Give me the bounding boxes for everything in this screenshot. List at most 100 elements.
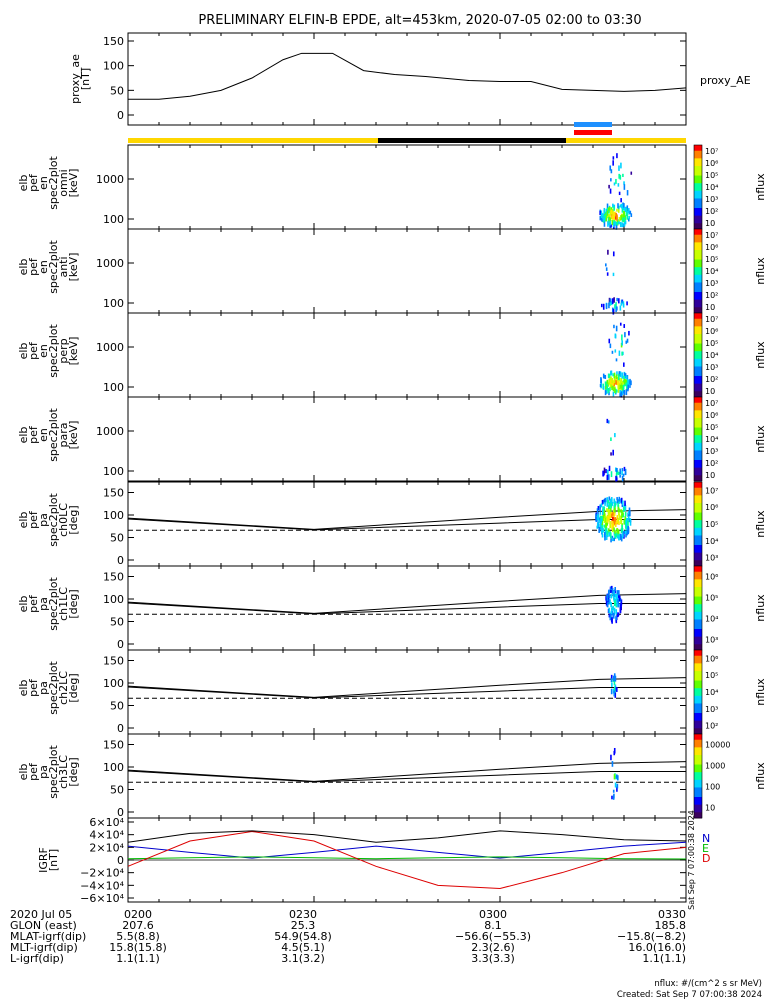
spectrogram-pixel — [624, 505, 627, 512]
colorbar-cell — [694, 208, 702, 211]
colorbar-cell — [694, 351, 702, 354]
colorbar-cell — [694, 425, 702, 429]
spectrogram-pixel — [611, 513, 613, 518]
spectrogram-pixel — [619, 221, 622, 228]
colorbar-frame — [693, 396, 703, 482]
spectrogram-pixel — [609, 298, 612, 303]
colorbar-cell — [694, 439, 702, 442]
spectrogram-pixel — [598, 519, 600, 524]
colorbar-cell — [694, 145, 702, 148]
spectrogram-pixel — [616, 518, 619, 524]
spectrogram-pixel — [605, 519, 608, 526]
spectrogram-pixel — [600, 216, 603, 220]
colorbar-cell — [694, 756, 702, 760]
colorbar-cell — [694, 280, 702, 283]
panel-ylabel-line: spec2plot — [47, 240, 60, 294]
spectrogram-pixel — [620, 198, 622, 203]
spectrogram-pixel — [625, 375, 628, 380]
colorbar-cell — [694, 709, 702, 712]
spectrogram-pixel — [617, 775, 619, 781]
pa-y-label: 50 — [110, 532, 124, 545]
spectrogram-pixel — [608, 378, 611, 385]
spectrogram-pixel — [611, 501, 614, 506]
spectrogram-pixel — [605, 523, 607, 528]
colorbar-cell — [694, 558, 702, 561]
spectrogram-pixel — [610, 607, 613, 611]
spectrogram-pixel — [619, 474, 621, 478]
colorbar-cell — [694, 650, 702, 653]
spectrogram-pixel — [617, 593, 620, 599]
colorbar-cell — [694, 522, 702, 525]
colorbar-cell — [694, 611, 702, 615]
colorbar-cell — [694, 299, 702, 303]
spectrogram-pixel — [621, 222, 624, 228]
spectrogram-pixel — [629, 210, 632, 215]
spectrogram-pixel — [614, 692, 617, 698]
spectrogram-pixel — [606, 379, 609, 384]
colorbar-cell — [694, 529, 702, 533]
spectrogram-pixel — [612, 523, 615, 529]
colorbar-cell — [694, 569, 702, 573]
colorbar-cell — [694, 535, 702, 538]
colorbar-cell — [694, 716, 702, 720]
spectrogram-pixel — [613, 591, 615, 595]
spectrogram-pixel — [609, 532, 612, 539]
spectrogram-pixel — [597, 511, 599, 516]
spectrogram-pixel — [625, 530, 627, 534]
colorbar-cell — [694, 460, 702, 463]
colorbar-cell — [694, 556, 702, 559]
colorbar-cell — [694, 288, 702, 291]
colorbar-cell — [694, 671, 702, 674]
colorbar-cell — [694, 575, 702, 578]
panel-ylabel-line: pef — [27, 173, 40, 192]
colorbar-cell — [694, 171, 702, 175]
spectrogram-pixel — [620, 518, 622, 525]
spectrogram-pixel — [605, 599, 608, 606]
spectrogram-pixel — [615, 374, 618, 379]
spectrogram-pixel — [628, 208, 630, 213]
colorbar-cell — [694, 440, 702, 444]
colorbar-cell — [694, 292, 702, 295]
colorbar-cell — [694, 435, 702, 438]
spectrogram-pixel — [607, 221, 609, 227]
spectrogram-pixel — [612, 789, 615, 793]
spectrogram-pixel — [618, 350, 621, 356]
spectrogram-pixel — [608, 465, 611, 472]
colorbar-cell — [694, 508, 702, 512]
xaxis-cell: 2.3(2.6) — [471, 941, 515, 954]
panel-ylabel-line: pef — [27, 762, 40, 781]
colorbar-cell — [694, 516, 702, 519]
xaxis-cell: 5.5(8.8) — [116, 930, 160, 943]
spectrogram-pixel — [625, 208, 628, 214]
colorbar-tick: 10⁴ — [705, 688, 718, 697]
colorbar-cell — [694, 617, 702, 620]
panel-ylabel-line: elb — [17, 259, 30, 276]
colorbar-cell — [694, 347, 702, 350]
pa-y-label: 50 — [110, 616, 124, 629]
colorbar-cell — [694, 376, 702, 379]
colorbar-cell — [694, 816, 702, 819]
proxy-ae-legend: proxy_AE — [700, 74, 751, 87]
spectrogram-pixel — [614, 349, 617, 353]
spectrogram-pixel — [616, 687, 618, 692]
xaxis-cell: 54.9(54.8) — [274, 930, 332, 943]
ae-y-label: 0 — [117, 109, 124, 122]
colorbar-cell — [694, 337, 702, 341]
spectrogram-pixel — [603, 221, 606, 227]
spectrogram-pixel — [617, 612, 619, 618]
x-axis-table: 2020 Jul 05 0200 0230 0300 0330 GLON (east) 20… — [10, 908, 686, 965]
colorbar-cell — [694, 154, 702, 157]
colorbar-label: nflux — [754, 510, 767, 538]
pa-y-label: 150 — [103, 487, 124, 500]
colorbar-cell — [694, 798, 702, 802]
colorbar-cell — [694, 381, 702, 385]
phase-yellow-right — [566, 138, 686, 143]
spectrogram-pixel — [625, 340, 628, 344]
panel-ylabel-line: [keV] — [67, 169, 80, 198]
spectrogram-pixel — [611, 585, 613, 589]
spectrogram-pixel — [604, 390, 607, 396]
colorbar-cell — [694, 655, 702, 659]
colorbar-label-text: nflux — [754, 257, 767, 285]
